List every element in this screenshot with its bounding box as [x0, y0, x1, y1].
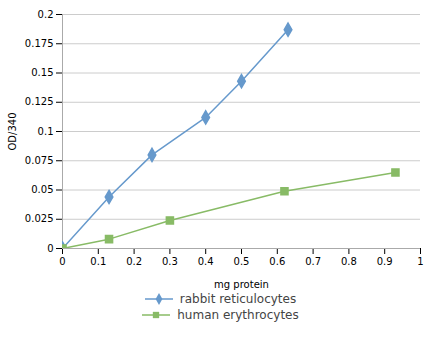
svg-text:0.6: 0.6	[269, 256, 285, 267]
svg-text:0.125: 0.125	[25, 96, 54, 107]
html-text:rabbit reticulocytes: rabbit reticulocytes	[179, 292, 297, 306]
svg-text:1: 1	[417, 256, 423, 267]
svg-text:OD/340: OD/340	[7, 112, 18, 150]
svg-text:0.9: 0.9	[377, 256, 393, 267]
svg-text:0.025: 0.025	[25, 213, 54, 224]
svg-text:0.8: 0.8	[341, 256, 357, 267]
svg-text:0.3: 0.3	[162, 256, 178, 267]
svg-text:0.7: 0.7	[305, 256, 321, 267]
svg-text:0: 0	[59, 256, 65, 267]
svg-text:0.1: 0.1	[38, 126, 54, 137]
html-text:human erythrocytes: human erythrocytes	[177, 308, 299, 322]
svg-text:0.1: 0.1	[90, 256, 106, 267]
svg-text:0.2: 0.2	[126, 256, 142, 267]
svg-text:0.2: 0.2	[38, 9, 54, 20]
svg-text:0.075: 0.075	[25, 155, 54, 166]
svg-text:mg protein: mg protein	[214, 279, 269, 290]
svg-text:0.175: 0.175	[25, 38, 54, 49]
svg-text:0.4: 0.4	[198, 256, 214, 267]
svg-text:0.05: 0.05	[31, 184, 53, 195]
svg-text:0.15: 0.15	[31, 67, 53, 78]
svg-text:0: 0	[47, 243, 53, 254]
svg-text:0.5: 0.5	[234, 256, 250, 267]
